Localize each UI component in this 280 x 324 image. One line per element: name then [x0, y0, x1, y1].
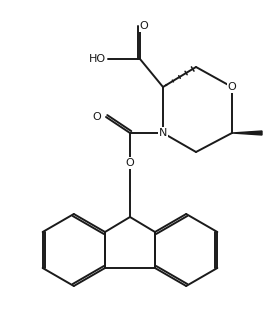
Text: N: N	[159, 128, 167, 138]
Text: HO: HO	[89, 54, 106, 64]
Text: O: O	[140, 21, 148, 31]
Text: O: O	[92, 112, 101, 122]
Polygon shape	[232, 131, 262, 135]
Text: O: O	[126, 158, 134, 168]
Text: O: O	[228, 82, 236, 92]
